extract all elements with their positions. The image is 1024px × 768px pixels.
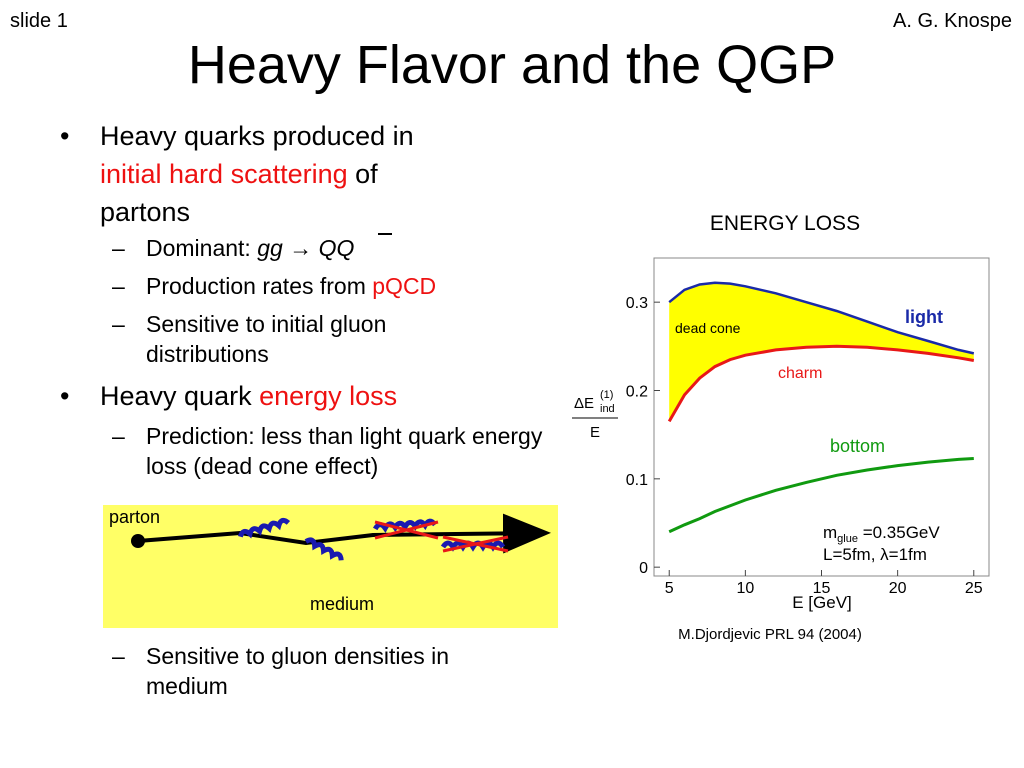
dash-marker: – [112, 273, 125, 299]
y-tick-label: 0.1 [626, 472, 648, 489]
x-tick-label: 10 [736, 580, 754, 597]
slide-title: Heavy Flavor and the QGP [187, 35, 837, 95]
param-mglue: mglue =0.35GeV [823, 523, 940, 545]
parton-medium-diagram: parton medium [103, 505, 558, 628]
param-length-lambda: L=5fm, λ=1fm [823, 545, 927, 564]
y-tick-label: 0.2 [626, 384, 648, 401]
subbullet-gluon-densities: Sensitive to gluon densities in medium [146, 643, 450, 699]
dash-marker: – [112, 235, 125, 261]
x-tick-label: 20 [889, 580, 907, 597]
bullet-line: initial hard scattering of [100, 155, 530, 193]
energy-loss-chart: 5 10 15 20 25 0 0.1 0.2 0.3 dead cone light cha… [572, 257, 990, 612]
y-axis-label-bottom: E [590, 424, 600, 441]
highlight-initial-hard-scattering: initial hard scattering [100, 159, 348, 189]
gluon-emission-2 [304, 537, 344, 561]
subbullet-dominant: Dominant: gg → QQ [146, 233, 556, 263]
series-charm-line [667, 344, 975, 423]
x-tick-label: 25 [965, 580, 983, 597]
subbullet-production-rates: Production rates from pQCD [146, 271, 556, 301]
bullet-text: Heavy quark [100, 381, 260, 411]
blocked-emission-mark [374, 520, 439, 540]
subbullet-text: Dominant: [146, 235, 258, 261]
parton-trajectory [137, 513, 551, 554]
highlight-energy-loss: energy loss [259, 381, 398, 411]
y-tick-label: 0 [639, 560, 648, 577]
bullet-marker: • [60, 381, 70, 411]
gluon-emission-1 [237, 517, 291, 539]
bullet-marker: • [60, 121, 70, 151]
bullet-line: partons [100, 197, 191, 227]
subbullet-text: Production rates from [146, 273, 373, 299]
x-axis-label: E [GeV] [792, 593, 852, 612]
y-axis-label-top: ΔE [574, 395, 594, 412]
series-light-line [668, 281, 975, 355]
highlight-pqcd: pQCD [372, 273, 437, 299]
bullet-heavy-quarks: Heavy quarks produced in initial hard sc… [100, 117, 530, 231]
x-tick-label: 15 [813, 580, 831, 597]
dash-marker: – [112, 311, 125, 337]
subbullet-initial-gluon: Sensitive to initial gluon distributions [146, 311, 387, 367]
bullet-energy-loss: Heavy quark energy loss [100, 377, 530, 415]
dash-marker: – [112, 643, 125, 669]
formula-gg-qq: gg → QQ [257, 235, 355, 261]
subbullet-prediction: Prediction: less than light quark energy… [146, 423, 543, 479]
y-axis-label-sup: (1) [600, 389, 613, 401]
medium-label: medium [310, 594, 375, 614]
dash-marker: – [112, 423, 125, 449]
legend-charm-label: charm [778, 365, 822, 382]
legend-bottom-label: bottom [830, 436, 885, 456]
antiquark-bar [378, 233, 392, 235]
blocked-emission-mark [442, 535, 509, 553]
x-tick-label: 5 [665, 580, 674, 597]
series-bottom-line [668, 457, 974, 534]
dead-cone-region [669, 282, 974, 422]
author-name: A. G. Knospe [893, 10, 1012, 32]
y-axis-label-sub: ind [600, 403, 615, 415]
bullet-line: Heavy quarks produced in [100, 121, 414, 151]
parton-label: parton [109, 507, 161, 527]
citation: M.Djordjevic PRL 94 (2004) [678, 626, 862, 643]
legend-light-label: light [905, 307, 943, 327]
dead-cone-label: dead cone [675, 320, 741, 336]
chart-title: ENERGY LOSS [709, 212, 861, 235]
parton-path-graphic [131, 513, 551, 561]
slide-number: slide 1 [10, 10, 68, 32]
y-tick-label: 0.3 [626, 295, 648, 312]
bullet-text: of [347, 159, 378, 189]
